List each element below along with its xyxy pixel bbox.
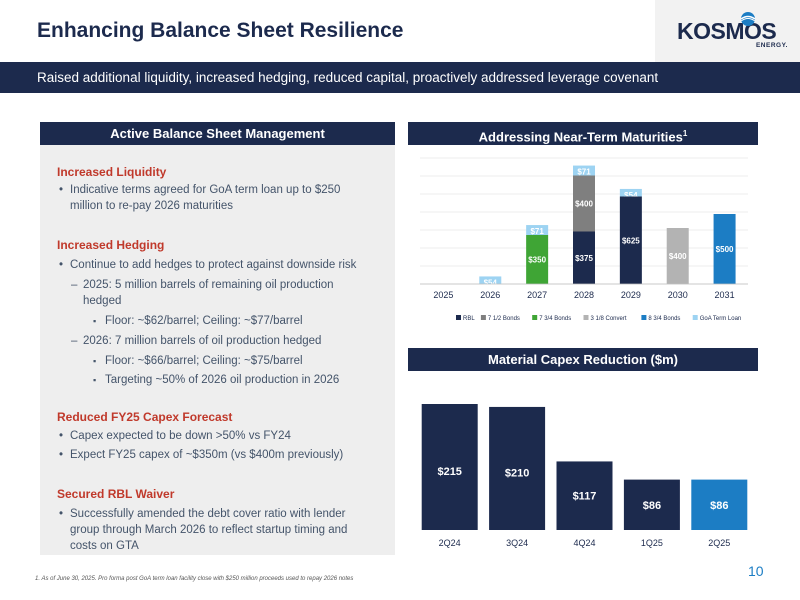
maturities-chart-title: Addressing Near-Term Maturities1 xyxy=(408,122,758,145)
capex-bar xyxy=(623,479,680,530)
bar-segment xyxy=(713,214,736,284)
legend-swatch xyxy=(480,315,486,320)
company-logo: KOSMOS ENERGY. xyxy=(655,0,800,62)
bar-segment xyxy=(526,225,549,235)
capex-data-label: $210 xyxy=(505,467,529,479)
bar-segment xyxy=(573,231,595,284)
capex-bar xyxy=(556,461,613,530)
logo-globe-icon xyxy=(740,12,756,26)
x-tick-label: 2027 xyxy=(527,290,547,300)
capex-bar xyxy=(691,479,748,530)
x-tick-label: 2030 xyxy=(668,290,688,300)
data-label: $500 xyxy=(716,245,734,254)
section-title-rbl: Secured RBL Waiver xyxy=(57,487,175,501)
bar-segment xyxy=(666,228,689,284)
legend-label: GoA Term Loan xyxy=(700,316,742,322)
legend-label: 7 3/4 Bonds xyxy=(539,316,571,322)
maturities-chart: $375 $400 $350 $400 $500 $54 $71 $71 $54 $625 2025… xyxy=(420,157,748,322)
x-tick-label: 2025 xyxy=(433,290,453,300)
bullet-text: Expect FY25 capex of ~$350m (vs $400m pr… xyxy=(59,447,343,463)
subtitle-banner: Raised additional liquidity, increased h… xyxy=(0,62,800,93)
capex-bar xyxy=(489,406,546,530)
x-tick-label: 2026 xyxy=(480,290,500,300)
sub-bullet-text: 2026: 7 million barrels of oil productio… xyxy=(71,333,321,349)
x-tick-label: 2Q24 xyxy=(439,538,461,548)
data-label: $71 xyxy=(577,168,591,177)
x-tick-label: 2031 xyxy=(715,290,735,300)
data-label: $71 xyxy=(530,227,544,236)
section-title-capex: Reduced FY25 Capex Forecast xyxy=(57,410,233,424)
bar-segment xyxy=(573,165,595,176)
capex-bar xyxy=(421,404,478,530)
capex-data-label: $86 xyxy=(710,500,728,512)
capex-data-label: $215 xyxy=(437,466,461,478)
bullet-text: Indicative terms agreed for GoA term loa… xyxy=(59,182,340,198)
capex-chart-title: Material Capex Reduction ($m) xyxy=(408,348,758,371)
legend-label: 8 3/4 Bonds xyxy=(648,316,680,322)
bar-segment xyxy=(619,188,642,197)
left-panel-title: Active Balance Sheet Management xyxy=(40,122,395,145)
legend-swatch xyxy=(532,315,538,320)
bullet-text: Successfully amended the debt cover rati… xyxy=(59,506,345,522)
data-label: $400 xyxy=(669,252,687,261)
section-title-liquidity: Increased Liquidity xyxy=(57,165,167,179)
capex-chart: $215 2Q24 $210 3Q24 $117 4Q24 $86 1Q25 $86 2Q25 xyxy=(421,404,748,548)
bar-segment xyxy=(573,175,595,232)
logo-wordmark: KOSMOS xyxy=(677,18,777,44)
legend-label: RBL xyxy=(463,316,475,322)
sub-bullet-text-cont: hedged xyxy=(83,295,122,307)
legend-swatch xyxy=(692,315,698,320)
bullet-text-cont: costs on GTA xyxy=(70,540,139,552)
capex-data-label: $86 xyxy=(643,500,661,512)
title-bar: Enhancing Balance Sheet Resilience xyxy=(0,0,655,62)
sub-bullet-text: 2025: 5 million barrels of remaining oil… xyxy=(71,277,334,293)
bullet-text-cont: group through March 2026 to reflect star… xyxy=(70,524,348,536)
bar-segment xyxy=(526,235,549,284)
maturities-title-footnote-ref: 1 xyxy=(682,129,688,138)
sub-sub-bullet-text: Floor: ~$62/barrel; Ceiling: ~$77/barrel xyxy=(93,313,303,329)
bar-segment xyxy=(479,276,502,284)
data-label: $350 xyxy=(528,256,546,265)
legend-swatch xyxy=(641,315,647,320)
slide-title: Enhancing Balance Sheet Resilience xyxy=(37,19,404,42)
bullet-text: Capex expected to be down >50% vs FY24 xyxy=(59,428,291,444)
data-label: $54 xyxy=(624,191,638,200)
x-tick-label: 1Q25 xyxy=(641,538,663,548)
left-panel-body: Increased Liquidity Indicative terms agr… xyxy=(40,145,395,555)
x-tick-label: 2Q25 xyxy=(708,538,730,548)
legend-label: 3 1/8 Convert xyxy=(591,316,627,322)
x-tick-label: 2028 xyxy=(574,290,594,300)
sub-sub-bullet-text: Targeting ~50% of 2026 oil production in… xyxy=(93,372,339,388)
data-label: $375 xyxy=(575,254,593,263)
x-tick-label: 2029 xyxy=(621,290,641,300)
legend-swatch xyxy=(456,315,461,320)
data-label: $400 xyxy=(575,200,593,209)
data-label: $625 xyxy=(622,236,640,245)
section-title-hedging: Increased Hedging xyxy=(57,238,165,252)
bar-segment xyxy=(619,196,642,284)
capex-data-label: $117 xyxy=(573,491,597,503)
data-label: $54 xyxy=(484,278,498,287)
subtitle-text: Raised additional liquidity, increased h… xyxy=(37,70,659,85)
legend-swatch xyxy=(583,315,589,320)
footnote: 1. As of June 30, 2025. Pro forma post G… xyxy=(35,576,354,582)
sub-sub-bullet-text: Floor: ~$66/barrel; Ceiling: ~$75/barrel xyxy=(93,353,303,369)
logo-subtext: ENERGY. xyxy=(755,42,788,49)
bullet-text-cont: million to re-pay 2026 maturities xyxy=(70,200,233,212)
page-number: 10 xyxy=(748,563,764,579)
maturities-title-text: Addressing Near-Term Maturities xyxy=(478,129,683,145)
x-tick-label: 4Q24 xyxy=(573,538,595,548)
x-tick-label: 3Q24 xyxy=(506,538,528,548)
legend-label: 7 1/2 Bonds xyxy=(488,316,520,322)
bullet-text: Continue to add hedges to protect agains… xyxy=(59,257,356,273)
